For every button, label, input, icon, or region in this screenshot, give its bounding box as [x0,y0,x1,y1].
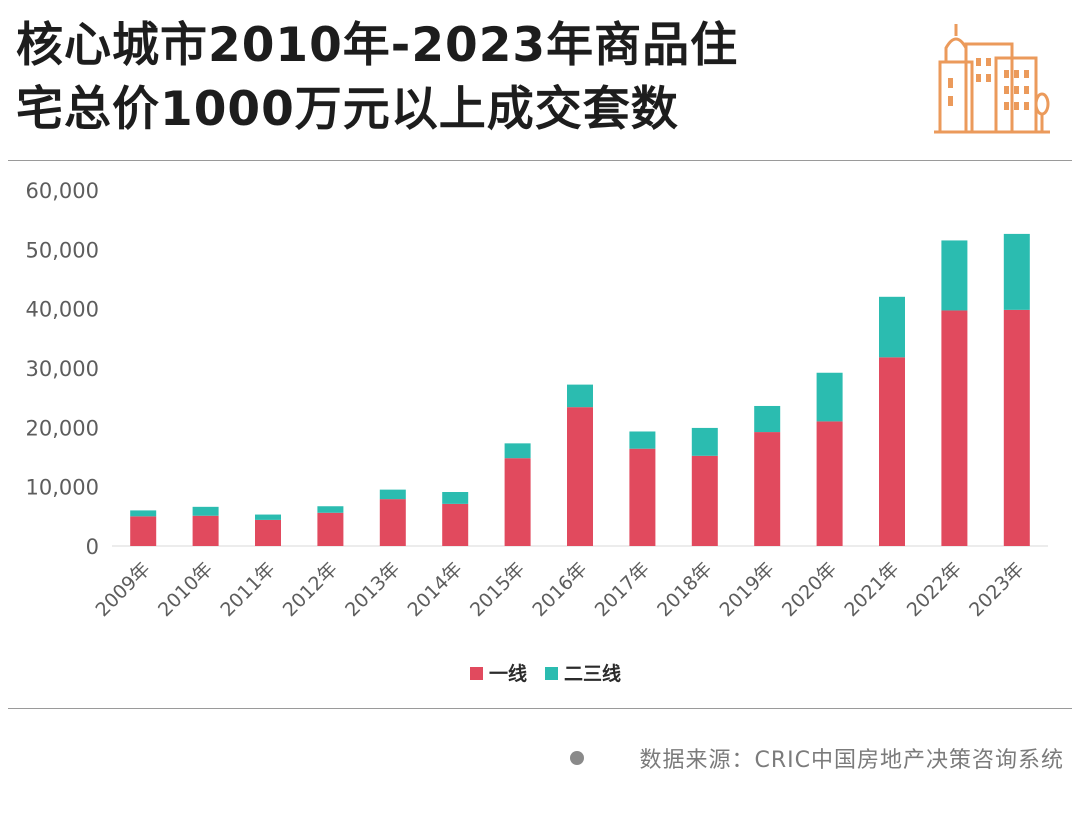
bar-segment [504,458,531,546]
bar-segment [567,407,593,546]
bar-segment [816,372,843,422]
bar-segment [255,514,281,520]
bottom-divider [8,708,1072,709]
y-tick-label: 20,000 [26,416,99,440]
bullet-dot-icon [569,751,584,765]
bar-segment [504,443,531,459]
bar-segment [816,421,843,546]
bar-segment [192,506,219,516]
legend-swatch [470,667,483,680]
x-tick-label: 2019年 [716,558,779,621]
bar-segment [442,503,469,546]
bar-segment [691,455,718,546]
y-tick-label: 0 [86,535,99,559]
stacked-bar-chart: 0 10,000 20,000 30,000 40,000 50,000 60,000 200… [26,179,1048,685]
x-tick-label: 2018年 [653,558,716,621]
bar-segment [1003,309,1030,546]
x-tick-label: 2009年 [92,558,155,621]
bar-segment [379,489,406,500]
bar-segment [879,296,905,358]
x-tick-label: 2020年 [778,558,841,621]
bar-segment [1003,233,1030,310]
bar-segment [941,310,968,546]
legend-swatch [545,667,558,680]
bar-segment [317,506,344,513]
source-text: 数据来源：CRIC中国房地产决策咨询系统 [639,748,1064,773]
bar-segment [754,405,781,433]
bar-segment [130,516,157,546]
y-tick-label: 10,000 [26,476,99,500]
x-tick-label: 2013年 [341,558,404,621]
source-footer: 数据来源：CRIC中国房地产决策咨询系统 [569,742,1065,774]
bar-segment [130,510,157,517]
chart-title: 核心城市2010年-2023年商品住 宅总价1000万元以上成交套数 [16,14,896,142]
x-tick-label: 2014年 [404,558,467,621]
chart-title-line-2: 宅总价1000万元以上成交套数 [16,82,679,137]
bar-segment [379,499,406,546]
bar-segment [629,431,656,449]
city-buildings-icon [934,24,1050,134]
x-tick-label: 2010年 [154,558,217,621]
x-tick-label: 2012年 [279,558,342,621]
legend-label: 二三线 [564,662,621,685]
y-tick-label: 50,000 [26,238,99,262]
y-tick-label: 40,000 [26,298,99,322]
bar-segment [691,427,718,456]
x-tick-label: 2016年 [528,558,591,621]
bar-segment [317,512,344,546]
y-tick-label: 60,000 [26,179,99,203]
x-tick-label: 2021年 [840,558,903,621]
bar-segment [879,357,905,546]
bar-segment [629,448,656,546]
y-tick-label: 30,000 [26,357,99,381]
bar-segment [941,240,968,311]
bar-segment [192,515,219,546]
x-tick-label: 2022年 [903,558,966,621]
legend-label: 一线 [489,662,527,685]
bar-segment [442,492,469,504]
bar-segment [255,519,281,546]
bar-segment [754,432,781,546]
top-divider [8,160,1072,161]
x-tick-label: 2023年 [965,558,1028,621]
x-tick-label: 2011年 [216,558,279,621]
x-tick-label: 2017年 [591,558,654,621]
bar-segment [567,384,593,408]
x-tick-label: 2015年 [466,558,529,621]
chart-title-line-1: 核心城市2010年-2023年商品住 [16,18,739,73]
